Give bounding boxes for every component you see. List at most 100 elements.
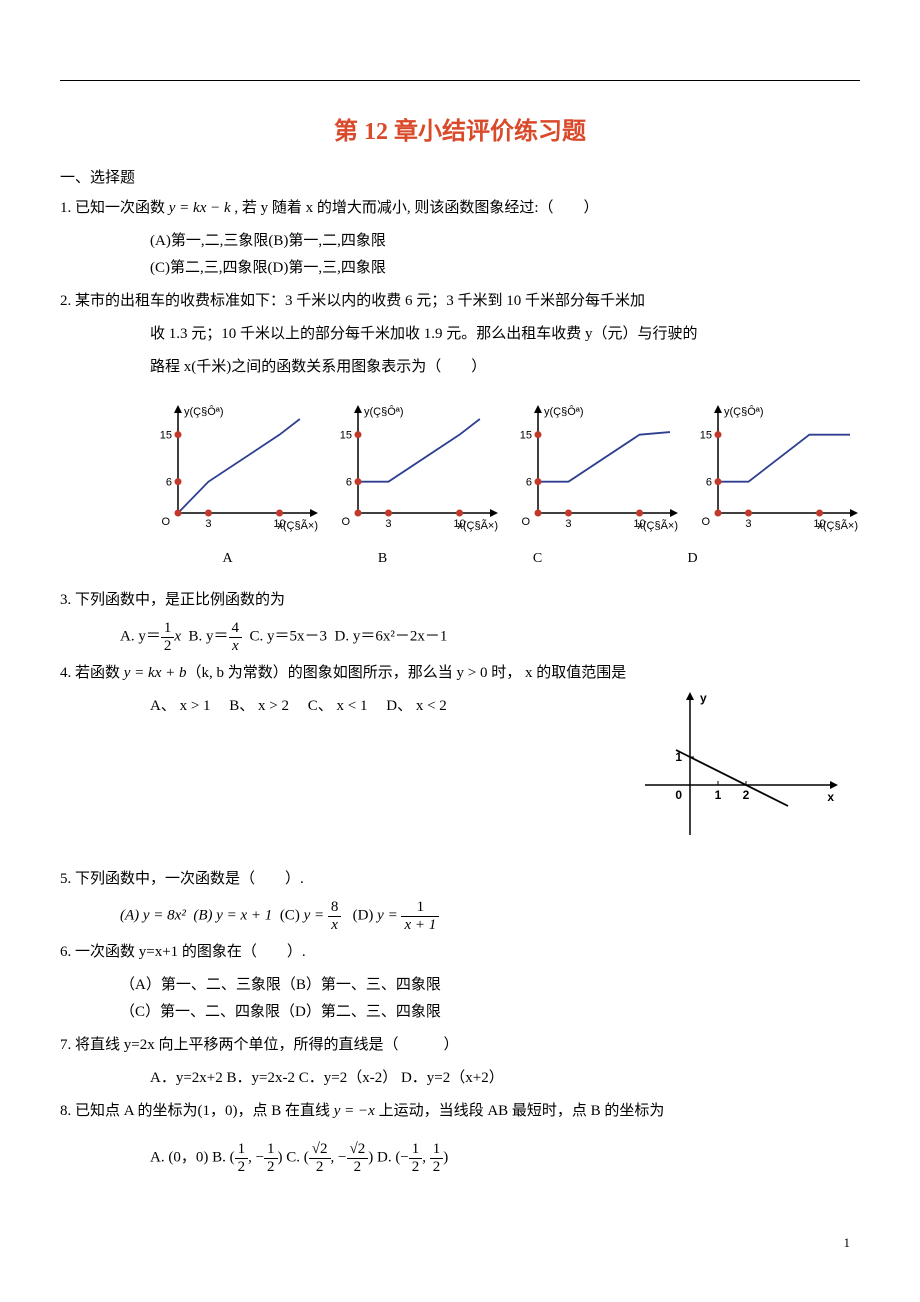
q7-opts: A．y=2x+2 B．y=2x-2 C．y=2（x-2） D．y=2（x+2） [60,1065,860,1092]
svg-text:y(Ç§Ôª): y(Ç§Ôª) [364,405,404,418]
q5-D-pre: (D) [353,907,374,923]
chart-C: y(Ç§Ôª)x(Ç§Ã×)615310O [510,401,680,541]
chart-label-B: B [305,551,460,567]
q5-D-den: x + 1 [401,917,439,934]
chart-label-C: C [460,551,615,567]
q1-opts-row1: (A)第一,二,三象限(B)第一,二,四象限 [60,228,860,255]
svg-text:3: 3 [565,518,571,530]
q8-C-post: ) [368,1149,373,1165]
q8-D-sep: , [422,1149,430,1165]
q8-D-d1: 2 [409,1159,423,1176]
svg-text:15: 15 [160,430,172,442]
q8-text-b: 上运动，当线段 AB 最短时，点 B 的坐标为 [375,1103,665,1119]
q5-A: (A) y = 8x² [120,907,186,923]
q3-A-pre: A. y＝ [120,628,161,644]
svg-text:10: 10 [633,518,645,530]
q3-A-post: x [174,628,181,644]
q8-D-post: ) [443,1149,448,1165]
q4: 4. 若函数 y = kx + b（k, b 为常数）的图象如图所示，那么当 y… [60,660,860,687]
q8-opts: A. (0，0) B. (12, −12) C. (√22, −√22) D. … [60,1141,860,1175]
q8-D-d2: 2 [430,1159,444,1176]
q8-C-n1: √2 [309,1141,331,1159]
q5-opts: (A) y = 8x² (B) y = x + 1 (C) y = 8x (D)… [60,899,860,933]
q1-text-a: 1. 已知一次函数 [60,200,169,216]
svg-text:10: 10 [453,518,465,530]
q3-opts: A. y＝12x B. y＝4x C. y＝5x－3 D. y＝6x²－2x－1 [60,620,860,654]
q8-B-d2: 2 [264,1159,278,1176]
q7-A: A．y=2x+2 [150,1070,223,1086]
svg-text:3: 3 [385,518,391,530]
chart-B: y(Ç§Ôª)x(Ç§Ã×)615310O [330,401,500,541]
chart-label-D: D [615,551,770,567]
q3-B-den: x [229,638,243,655]
svg-text:3: 3 [745,518,751,530]
q4-A: A、 x > 1 [150,698,211,714]
q7-text: 7. 将直线 y=2x 向上平移两个单位，所得的直线是（ ） [60,1032,860,1059]
svg-text:y(Ç§Ôª): y(Ç§Ôª) [724,405,764,418]
q8-D-pre: D. (− [377,1149,409,1165]
q3-B-pre: B. y＝ [189,628,229,644]
q8: 8. 已知点 A 的坐标为(1，0)，点 B 在直线 y = −x 上运动，当线… [60,1098,860,1125]
svg-text:O: O [521,516,530,528]
q5-C-pre: (C) [280,907,300,923]
svg-text:y(Ç§Ôª): y(Ç§Ôª) [184,405,224,418]
q4-line-graph: 0121xy [640,690,840,840]
q5-D-num: 1 [401,899,439,917]
q8-C-d2: 2 [347,1159,369,1176]
q8-C-n2: √2 [347,1141,369,1159]
q1-optA: (A)第一,二,三象限 [150,233,268,249]
q6-A: （A）第一、二、三象限 [120,977,281,993]
q8-formula: y = −x [334,1103,375,1119]
q6-B: （B）第一、三、四象限 [281,977,441,993]
q1-formula: y = kx − k [169,200,231,216]
q4-text-b: （k, b 为常数）的图象如图所示，那么当 y > 0 时， x 的取值范围是 [186,665,626,681]
q7-C: C．y=2（x-2） [299,1070,397,1086]
q5-D-y: y = [377,907,398,923]
q8-B-sep: , − [248,1149,264,1165]
page-number: 1 [60,1235,860,1251]
q1: 1. 已知一次函数 y = kx − k , 若 y 随着 x 的增大而减小, … [60,195,860,222]
q1-optB: (B)第一,二,四象限 [268,233,386,249]
svg-text:6: 6 [526,477,532,489]
q8-B-n2: 1 [264,1141,278,1159]
q6-D: （D）第二、三、四象限 [280,1004,441,1020]
q7-D: D．y=2（x+2） [401,1070,504,1086]
q7-B: B．y=2x-2 [227,1070,295,1086]
svg-text:6: 6 [166,477,172,489]
q4-D: D、 x < 2 [386,698,447,714]
q8-text-a: 8. 已知点 A 的坐标为(1，0)，点 B 在直线 [60,1103,334,1119]
svg-text:O: O [701,516,710,528]
svg-text:y(Ç§Ôª): y(Ç§Ôª) [544,405,584,418]
q5-C-y: y = [304,907,325,923]
q1-text-b: , 若 y 随着 x 的增大而减小, 则该函数图象经过:（ ） [231,200,599,216]
svg-text:1: 1 [675,750,682,764]
q5-C-den: x [328,917,342,934]
top-rule [60,80,860,81]
svg-text:10: 10 [273,518,285,530]
q2-l1: 2. 某市的出租车的收费标准如下：3 千米以内的收费 6 元；3 千米到 10 … [60,288,860,315]
svg-text:3: 3 [205,518,211,530]
q2-chart-labels: A B C D [150,551,770,567]
q3-D: D. y＝6x²－2x－1 [335,628,448,644]
svg-text:6: 6 [706,477,712,489]
q4-formula: y = kx + b [124,665,187,681]
q8-B-pre: B. ( [212,1149,235,1165]
q1-optD: (D)第一,三,四象限 [268,260,386,276]
chart-A: y(Ç§Ôª)x(Ç§Ã×)615310O [150,401,320,541]
q5-text: 5. 下列函数中，一次函数是（ ）. [60,866,860,893]
q8-B-post: ) [278,1149,283,1165]
q1-opts-row2: (C)第二,三,四象限(D)第一,三,四象限 [60,255,860,282]
q8-D-n2: 1 [430,1141,444,1159]
q8-B-n1: 1 [235,1141,249,1159]
q3-A-num: 1 [161,620,175,638]
q4-B: B、 x > 2 [229,698,289,714]
svg-text:15: 15 [340,430,352,442]
svg-text:O: O [161,516,170,528]
q2-l2: 收 1.3 元；10 千米以上的部分每千米加收 1.9 元。那么出租车收费 y（… [60,321,860,348]
q4-C: C、 x < 1 [308,698,368,714]
svg-text:O: O [341,516,350,528]
svg-text:x: x [827,790,834,804]
q6-row1: （A）第一、二、三象限（B）第一、三、四象限 [60,972,860,999]
q4-graph: 0121xy [640,690,840,845]
page-title: 第 12 章小结评价练习题 [60,111,860,146]
